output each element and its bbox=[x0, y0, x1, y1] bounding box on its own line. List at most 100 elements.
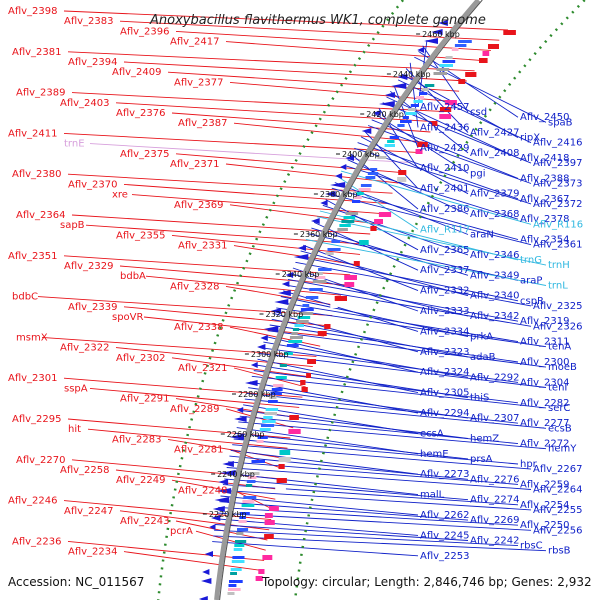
gene-label-right: trnH bbox=[548, 260, 570, 271]
cog-block bbox=[248, 472, 260, 475]
cog-block bbox=[314, 276, 326, 279]
reverse-gene bbox=[260, 335, 268, 341]
cog-block bbox=[241, 504, 255, 507]
reverse-gene bbox=[373, 110, 381, 116]
forward-gene bbox=[276, 478, 287, 483]
gene-label-left: Aflv_2389 bbox=[16, 88, 66, 99]
cog-block bbox=[421, 88, 429, 91]
cog-block bbox=[247, 476, 257, 479]
leader-line bbox=[233, 245, 356, 266]
tick-label: 2240 kbp bbox=[217, 470, 255, 479]
cog-block bbox=[302, 304, 310, 307]
cog-block bbox=[339, 224, 351, 227]
cog-block bbox=[284, 352, 293, 355]
reverse-gene bbox=[270, 308, 282, 314]
gene-label-right: cspR bbox=[520, 296, 544, 307]
leader-line bbox=[331, 187, 519, 241]
forward-gene bbox=[301, 387, 308, 392]
gene-label-right: ecsA bbox=[420, 428, 444, 439]
cog-block bbox=[300, 308, 314, 311]
gene-label-left: sapB bbox=[60, 220, 85, 231]
gene-label-right: Aflv_2365 bbox=[420, 245, 470, 256]
forward-gene bbox=[458, 79, 466, 84]
gene-label-right: prkA bbox=[470, 332, 493, 343]
cog-block bbox=[458, 40, 472, 43]
gene-label-right: Aflv_2408 bbox=[470, 148, 520, 159]
cog-block bbox=[410, 104, 419, 107]
gene-label-right: Aflv_2333 bbox=[420, 306, 470, 317]
gene-label-left: Aflv_2409 bbox=[112, 67, 162, 78]
leader-line bbox=[367, 125, 532, 184]
gene-label-right: rbsC bbox=[520, 541, 543, 552]
leader-line bbox=[119, 265, 346, 286]
cog-block bbox=[229, 580, 243, 583]
gene-label-left: Aflv_2291 bbox=[120, 394, 170, 405]
gene-label-right: Aflv_2292 bbox=[470, 372, 520, 383]
reverse-gene bbox=[245, 380, 258, 386]
reverse-gene bbox=[320, 200, 328, 206]
gene-label-right: moeB bbox=[548, 362, 577, 373]
forward-gene bbox=[488, 44, 499, 49]
reverse-gene bbox=[202, 569, 210, 575]
cog-block bbox=[240, 512, 250, 515]
gene-label-right: pgi bbox=[470, 168, 485, 179]
gene-label-right: Aflv_2334 bbox=[420, 326, 470, 337]
gene-label-left: Aflv_2398 bbox=[8, 6, 58, 17]
leader-line bbox=[225, 285, 337, 306]
cog-block bbox=[279, 364, 287, 367]
backbone-edge bbox=[219, 0, 483, 600]
tick-label: 2300 kbp bbox=[251, 350, 289, 359]
leader-line bbox=[278, 301, 519, 343]
gene-label-right: Aflv_2436 bbox=[420, 122, 470, 133]
forward-gene bbox=[324, 324, 331, 329]
gene-label-left: Aflv_2321 bbox=[178, 363, 228, 374]
genome-summary-text: Topology: circular; Length: 2,846,746 bp… bbox=[261, 575, 592, 589]
gene-label-left: hit bbox=[68, 424, 81, 435]
cog-block bbox=[327, 248, 341, 251]
forward-gene bbox=[359, 240, 369, 245]
gene-label-left: Aflv_2351 bbox=[8, 251, 58, 262]
tick-label: 2380 kbp bbox=[320, 190, 358, 199]
reverse-gene bbox=[201, 578, 212, 584]
gene-label-left: Aflv_2339 bbox=[68, 302, 118, 313]
gene-label-right: Aflv_2254 bbox=[520, 500, 570, 511]
gene-label-right: Aflv_2323 bbox=[420, 347, 470, 358]
leader-line bbox=[276, 307, 547, 348]
gene-label-right: Aflv_2416 bbox=[533, 138, 583, 149]
leader-line bbox=[63, 10, 509, 31]
gene-label-left: Aflv_2248 bbox=[178, 485, 228, 496]
forward-gene bbox=[445, 100, 457, 105]
gene-label-right: Aflv_2267 bbox=[533, 464, 583, 475]
leader-line bbox=[328, 193, 532, 246]
reverse-gene bbox=[379, 101, 395, 107]
cog-block bbox=[269, 396, 277, 399]
cog-block bbox=[288, 340, 303, 343]
gene-label-right: Aflv_2429 bbox=[420, 143, 470, 154]
gene-label-right: Aflv_2349 bbox=[470, 270, 520, 281]
cog-block bbox=[451, 48, 459, 51]
reverse-gene bbox=[361, 128, 372, 134]
reverse-gene bbox=[216, 488, 232, 494]
cog-block bbox=[331, 240, 341, 243]
tick-label: 2340 kbp bbox=[282, 270, 320, 279]
gene-label-left: Aflv_2301 bbox=[8, 373, 58, 384]
leader-line bbox=[229, 326, 321, 347]
forward-gene bbox=[300, 380, 306, 385]
forward-gene bbox=[334, 296, 347, 301]
gene-label-right: prsA bbox=[470, 454, 493, 465]
gene-label-right: Aflv_2242 bbox=[470, 536, 520, 547]
reverse-gene bbox=[257, 344, 266, 350]
cog-block bbox=[309, 288, 323, 291]
gene-label-right: thiS bbox=[470, 393, 489, 404]
forward-gene bbox=[398, 170, 407, 175]
leader-line bbox=[233, 438, 519, 465]
gene-label-right: araP bbox=[520, 275, 542, 286]
leader-line bbox=[238, 421, 547, 450]
cog-block bbox=[273, 384, 284, 387]
cog-block bbox=[367, 172, 379, 175]
cog-block bbox=[233, 548, 243, 551]
leader-line bbox=[334, 182, 469, 235]
forward-gene bbox=[378, 212, 392, 217]
gene-label-left: Aflv_2355 bbox=[116, 230, 166, 241]
gc-dot-arc-outer bbox=[293, 0, 586, 600]
